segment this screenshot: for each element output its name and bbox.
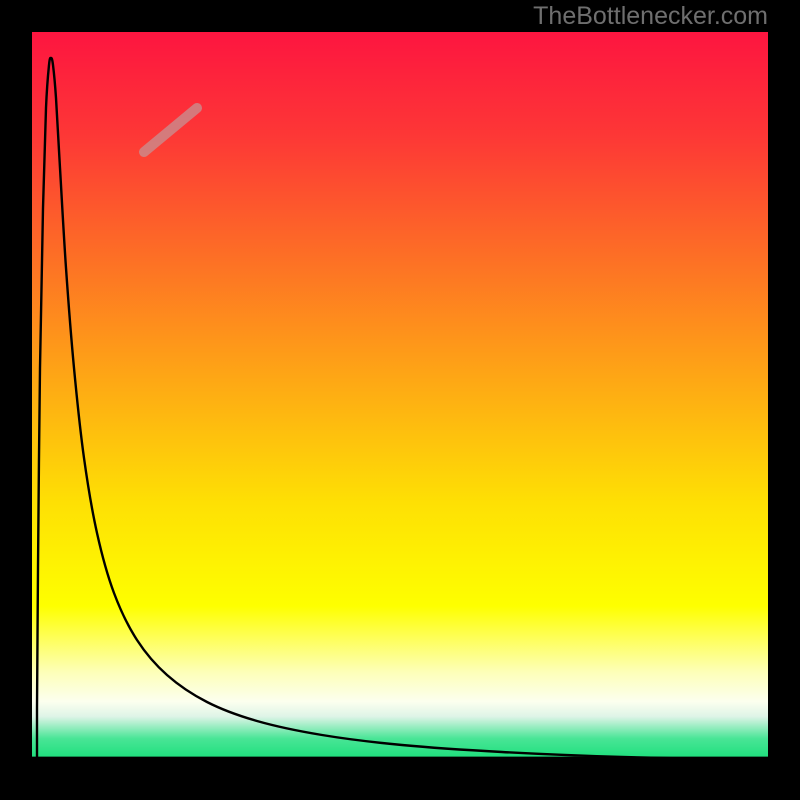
watermark-text: TheBottlenecker.com	[533, 2, 768, 31]
plot-area	[32, 32, 768, 768]
chart-root: TheBottlenecker.com	[0, 0, 800, 800]
gradient-background	[32, 32, 768, 768]
